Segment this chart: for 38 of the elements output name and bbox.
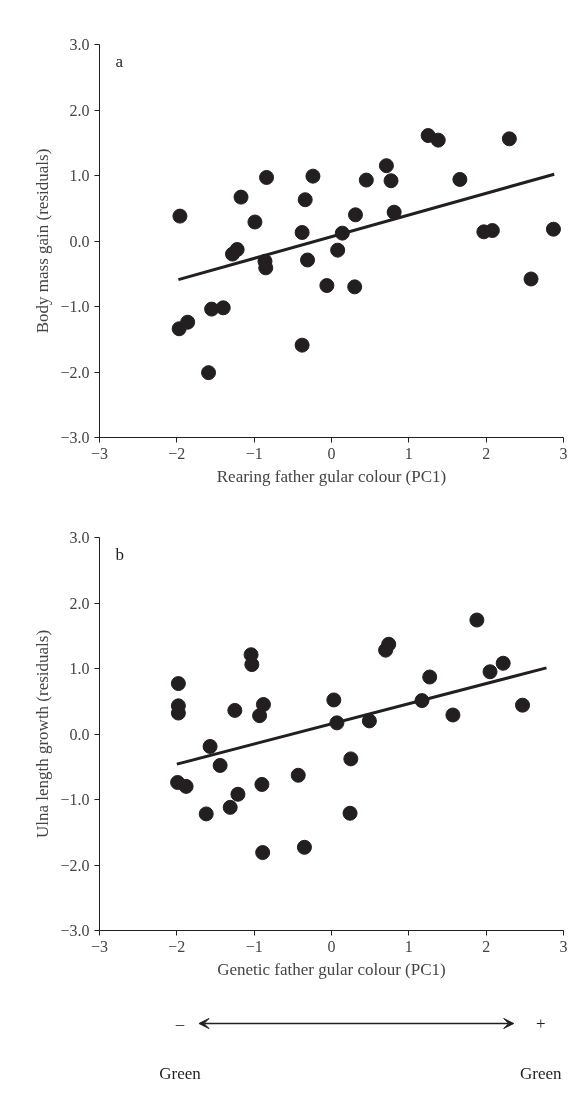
x-tick-label: 1 [404,444,413,462]
x-tick-label: 1 [404,937,413,955]
y-tick-label: −1.0 [60,298,90,315]
y-tick-label: 0.0 [69,725,90,743]
x-tick-label: 2 [482,444,491,462]
y-tick-label: 1.0 [69,660,90,677]
x-tick-label: −1 [245,937,263,955]
text: Green [520,1064,563,1084]
y-tick-label: −2.0 [60,363,90,381]
chart-title: b [115,544,124,564]
x-tick-label: −2 [168,937,186,955]
text: + [536,1014,546,1033]
y-tick-label: −2.0 [60,856,90,874]
x-tick-label: −1 [245,444,263,462]
x-tick-label: 3 [559,937,568,955]
y-tick-label: 3.0 [69,529,90,546]
x-tick-label: −3 [90,444,109,462]
x-tick-label: −3 [90,937,109,955]
x-tick-label: 0 [327,444,336,462]
y-tick-label: −3.0 [60,922,90,939]
chart-title: a [115,51,124,71]
text: Green [159,1064,202,1084]
y-tick-label: 1.0 [69,167,90,184]
y-tick-label: 2.0 [69,101,90,119]
y-tick-label: 2.0 [69,594,90,612]
y-tick-label: 0.0 [69,232,90,250]
y-axis-title: Ulna length growth (residuals) [33,629,53,839]
y-tick-label: −1.0 [60,791,90,808]
x-axis-title: Genetic father gular colour (PC1) [217,959,446,979]
x-tick-label: 2 [482,937,491,955]
text: – [174,1014,185,1033]
x-tick-label: 3 [559,444,568,462]
y-axis-title: Body mass gain (residuals) [33,148,53,334]
x-tick-label: −2 [168,444,186,462]
y-tick-label: 3.0 [69,36,90,53]
x-axis-title: Rearing father gular colour (PC1) [216,466,447,486]
x-tick-label: 0 [327,937,336,955]
y-tick-label: −3.0 [60,429,90,446]
